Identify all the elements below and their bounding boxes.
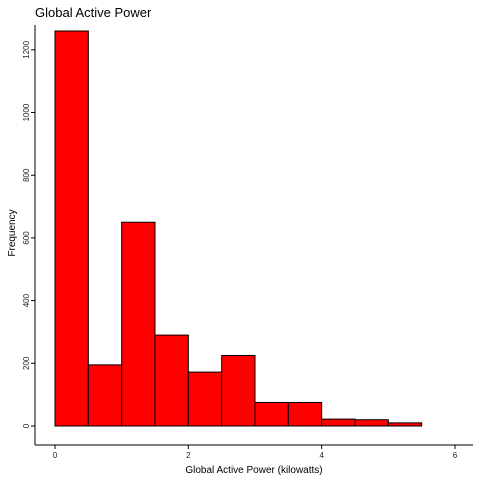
y-tick-label: 400 (22, 293, 31, 307)
histogram-bar (221, 354, 256, 427)
chart-title: Global Active Power (35, 5, 152, 20)
y-tick-label: 800 (22, 168, 31, 182)
x-tick-label: 4 (319, 451, 324, 460)
x-tick-label: 6 (453, 451, 458, 460)
histogram-bar (287, 401, 323, 427)
histogram-bar (387, 422, 423, 427)
y-ticks-group: 0 200 400 600 800 1000 1200 (22, 40, 35, 428)
histogram-bar (54, 30, 89, 427)
histogram-bar (321, 418, 356, 427)
y-tick-label: 1000 (22, 103, 31, 121)
histogram-bar (121, 221, 156, 427)
histogram-bar (187, 371, 223, 427)
bars-group (54, 30, 423, 427)
histogram-bar (87, 364, 123, 427)
x-ticks-group: 0 2 4 6 (53, 445, 458, 460)
y-tick-label: 1200 (22, 40, 31, 58)
y-axis-label: Frequency (7, 209, 18, 256)
y-tick-label: 200 (22, 356, 31, 370)
y-tick-label: 0 (22, 423, 31, 428)
x-tick-label: 2 (186, 451, 191, 460)
x-axis-label: Global Active Power (kilowatts) (185, 465, 322, 476)
x-tick-label: 0 (53, 451, 58, 460)
histogram-bar (254, 401, 289, 427)
y-tick-label: 600 (22, 231, 31, 245)
histogram-bar (154, 334, 189, 427)
histogram-bar (354, 419, 389, 427)
